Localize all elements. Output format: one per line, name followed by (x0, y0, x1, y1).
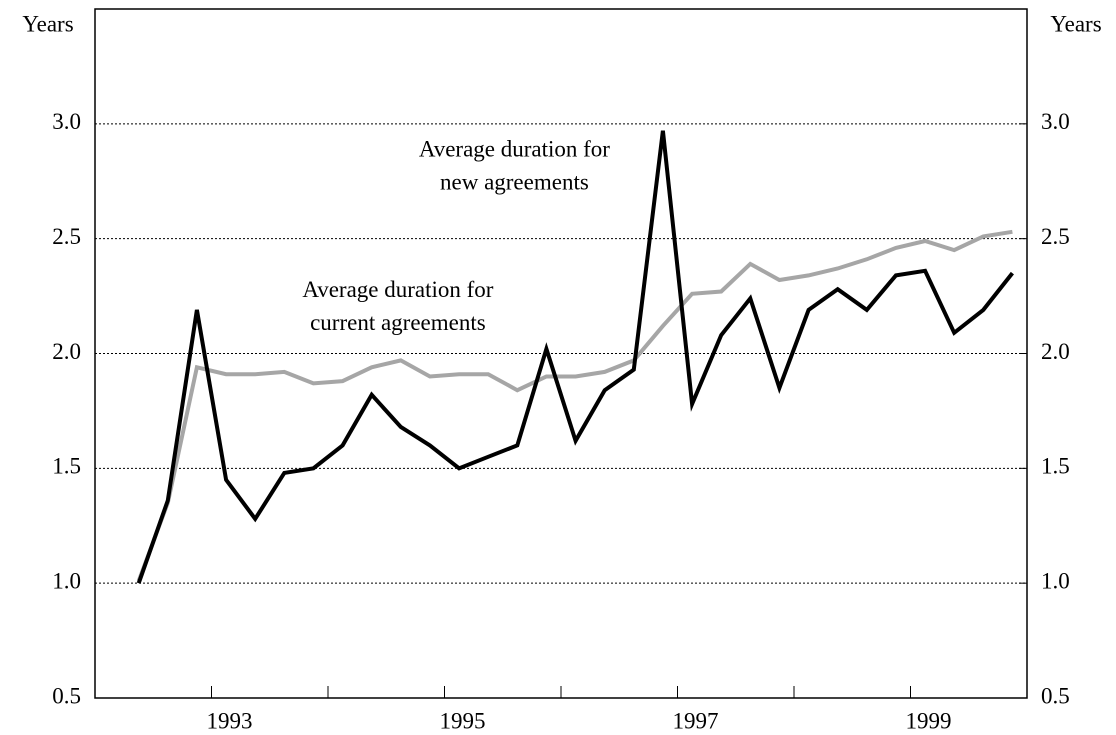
y-tick-label: 2.5 (52, 224, 81, 249)
y-tick-label: 1.5 (52, 454, 81, 479)
y2-axis-label: Years (1050, 11, 1101, 36)
series-line (136, 229, 1013, 582)
plot-frame (94, 8, 1028, 699)
y-tick-label: 2.0 (52, 339, 81, 364)
y-tick-label: 1.0 (52, 568, 81, 593)
x-tick-label: 1997 (673, 708, 719, 733)
series-line (136, 130, 1014, 584)
y2-tick-label: 2.5 (1041, 224, 1070, 249)
x-tick-label: 1999 (906, 708, 952, 733)
y2-tick-label: 3.0 (1041, 109, 1070, 134)
y2-tick-label: 1.5 (1041, 454, 1070, 479)
y2-tick-label: 0.5 (1041, 683, 1070, 708)
y-tick-label: 0.5 (52, 683, 81, 708)
y-axis-label: Years (22, 11, 73, 36)
y-tick-label: 3.0 (52, 109, 81, 134)
y2-tick-label: 1.0 (1041, 568, 1070, 593)
y2-tick-label: 2.0 (1041, 339, 1070, 364)
annotation: Average duration for (302, 277, 493, 302)
annotation: current agreements (310, 310, 486, 335)
annotation: new agreements (440, 170, 589, 195)
x-tick-label: 1993 (207, 708, 253, 733)
annotation: Average duration for (419, 137, 610, 162)
x-tick-label: 1995 (440, 708, 486, 733)
